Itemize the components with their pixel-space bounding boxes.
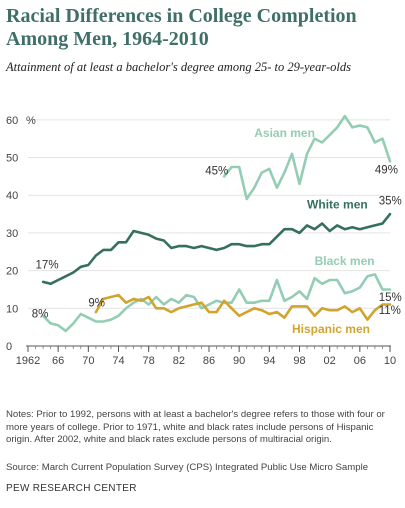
y-axis: 0 10 20 30 40 50 60% bbox=[6, 115, 36, 353]
chart-subtitle: Attainment of at least a bachelor's degr… bbox=[6, 60, 351, 74]
series-line-black-men bbox=[41, 273, 392, 333]
series-line-white-men bbox=[41, 212, 392, 286]
x-tick-label: 90 bbox=[233, 355, 245, 367]
series-labels: Asian men White men Black men Hispanic men bbox=[254, 126, 374, 336]
data-label: 8% bbox=[32, 309, 49, 321]
x-axis: 1962 66 70 74 78 82 86 90 94 98 02 06 10 bbox=[16, 345, 396, 367]
gridlines bbox=[28, 119, 390, 309]
y-tick-label: 20 bbox=[6, 266, 18, 278]
data-label: 45% bbox=[205, 166, 228, 178]
y-tick-label: 60 bbox=[6, 115, 18, 127]
line-chart: 0 10 20 30 40 50 60% 1962 66 70 74 78 82 86 90 94 98 02 0… bbox=[6, 114, 402, 367]
data-label: 11% bbox=[379, 305, 401, 317]
data-label: 49% bbox=[375, 164, 398, 176]
x-tick-label: 98 bbox=[293, 355, 305, 367]
series-lines bbox=[41, 114, 392, 333]
series-line-hispanic-men bbox=[94, 293, 392, 321]
chart-source: Source: March Current Population Survey … bbox=[6, 462, 369, 473]
y-tick-label: 0 bbox=[6, 341, 12, 353]
y-tick-label: 30 bbox=[6, 228, 18, 240]
x-tick-label: 70 bbox=[82, 355, 94, 367]
data-label: 15% bbox=[379, 292, 402, 304]
y-tick-label: 50 bbox=[6, 153, 18, 165]
data-label: 9% bbox=[88, 297, 105, 309]
chart-notes: Notes: Prior to 1992, persons with at le… bbox=[6, 409, 385, 446]
series-label-asian-men: Asian men bbox=[254, 126, 315, 140]
x-tick-label: 82 bbox=[173, 355, 185, 367]
x-tick-label: 66 bbox=[52, 355, 64, 367]
series-line-asian-men bbox=[222, 114, 392, 201]
y-tick-label: 10 bbox=[6, 303, 18, 315]
y-tick-label: 40 bbox=[6, 190, 18, 202]
x-tick-label: 1962 bbox=[16, 355, 40, 367]
x-tick-label: 74 bbox=[112, 355, 124, 367]
value-labels: 17% 8% 9% 45% 35% 49% 15%11% bbox=[32, 164, 402, 320]
x-tick-label: 94 bbox=[263, 355, 275, 367]
data-label: 35% bbox=[379, 196, 402, 208]
series-label-hispanic-men: Hispanic men bbox=[292, 322, 370, 336]
data-label: 17% bbox=[36, 260, 59, 272]
chart-title: Racial Differences in College Completion… bbox=[6, 5, 357, 50]
series-label-white-men: White men bbox=[307, 197, 368, 211]
series-label-black-men: Black men bbox=[315, 254, 375, 268]
x-tick-label: 02 bbox=[324, 355, 336, 367]
y-unit-label: % bbox=[26, 115, 36, 127]
x-tick-label: 78 bbox=[143, 355, 155, 367]
x-tick-label: 10 bbox=[384, 355, 396, 367]
x-tick-label: 86 bbox=[203, 355, 215, 367]
brand-name: PEW RESEARCH CENTER bbox=[6, 483, 137, 494]
x-tick-label: 06 bbox=[354, 355, 366, 367]
